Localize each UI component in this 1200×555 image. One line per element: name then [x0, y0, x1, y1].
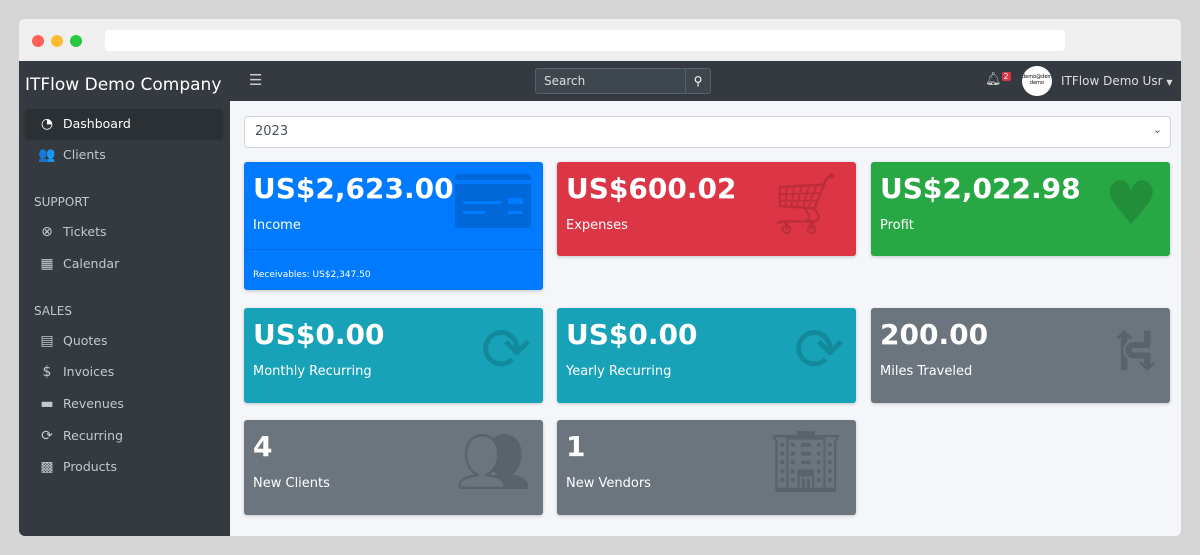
caret-down-icon: ▼	[1166, 78, 1173, 87]
new-vendors-card[interactable]: 1 New Vendors 🏢︎	[557, 420, 856, 515]
top-navbar: ☰ Search ⚲ 🔔︎2 demo@demo demo ITFlow Dem…	[230, 61, 1181, 101]
invoice-icon: $	[42, 363, 52, 380]
credit-card-icon	[455, 174, 531, 238]
sync-icon: ⟳	[793, 315, 844, 385]
card-label: Income	[253, 218, 301, 233]
chevron-down-icon: ⌄	[1152, 123, 1162, 136]
sidebar-item-revenues[interactable]: ▬ Revenues	[25, 389, 223, 418]
year-select[interactable]: 2023 ⌄	[244, 116, 1171, 148]
sidebar-item-label: Calendar	[63, 256, 120, 271]
sidebar-item-label: Revenues	[63, 396, 124, 411]
card-label: Monthly Recurring	[253, 364, 372, 379]
close-window-button[interactable]	[32, 35, 44, 47]
sidebar-item-calendar[interactable]: ▦ Calendar	[25, 249, 223, 278]
box-icon: ▩	[40, 458, 54, 475]
minimize-window-button[interactable]	[51, 35, 63, 47]
sidebar-item-products[interactable]: ▩ Products	[25, 452, 223, 481]
search-icon: ⚲	[693, 74, 703, 88]
sidebar-item-label: Quotes	[63, 333, 108, 348]
receivables-footer: Receivables: US$2,347.50	[244, 249, 543, 290]
avatar[interactable]: demo@demo demo	[1022, 66, 1052, 96]
sidebar-item-label: Recurring	[63, 428, 123, 443]
search-input[interactable]: Search	[535, 68, 711, 94]
hamburger-menu-icon[interactable]: ☰	[249, 71, 263, 89]
sidebar-item-label: Tickets	[63, 224, 107, 239]
monthly-recurring-card[interactable]: US$0.00 Monthly Recurring ⟳	[244, 308, 543, 403]
tachometer-icon: ◔	[40, 115, 54, 132]
bell-icon: 🔔︎	[985, 72, 1002, 87]
users-icon: 👥	[38, 146, 56, 163]
user-name: ITFlow Demo Usr	[1061, 74, 1163, 88]
sidebar-item-label: Invoices	[63, 364, 115, 379]
calendar-icon: ▦	[40, 255, 54, 272]
section-header-support: SUPPORT	[34, 195, 90, 209]
sidebar-item-dashboard[interactable]: ◔ Dashboard	[25, 109, 223, 138]
profit-card[interactable]: US$2,022.98 Profit ♥	[871, 162, 1170, 256]
heart-icon: ♥	[1104, 169, 1158, 239]
sidebar: ITFlow Demo Company ◔ Dashboard 👥 Clients …	[19, 61, 230, 536]
card-value: 1	[566, 430, 586, 463]
card-value: US$2,022.98	[880, 172, 1081, 205]
card-value: 200.00	[880, 318, 989, 351]
card-label: Miles Traveled	[880, 364, 973, 379]
file-icon: ▤	[40, 332, 54, 349]
search-button[interactable]: ⚲	[685, 68, 711, 94]
year-select-value: 2023	[255, 124, 289, 139]
address-bar[interactable]	[105, 30, 1065, 51]
notification-badge: 2	[1001, 72, 1011, 81]
sidebar-item-label: Clients	[63, 147, 106, 162]
sidebar-item-quotes[interactable]: ▤ Quotes	[25, 326, 223, 355]
users-icon: 👥︎	[454, 427, 531, 497]
browser-chrome	[19, 19, 1181, 61]
life-ring-icon: ⊗	[41, 223, 53, 240]
sidebar-item-label: Products	[63, 459, 117, 474]
maximize-window-button[interactable]	[70, 35, 82, 47]
yearly-recurring-card[interactable]: US$0.00 Yearly Recurring ⟳	[557, 308, 856, 403]
card-label: New Clients	[253, 476, 330, 491]
card-value: US$600.02	[566, 172, 737, 205]
sync-icon: ⟳	[41, 427, 53, 444]
sidebar-item-clients[interactable]: 👥 Clients	[25, 140, 223, 169]
sync-icon: ⟳	[480, 315, 531, 385]
miles-traveled-card[interactable]: 200.00 Miles Traveled ⛕	[871, 308, 1170, 403]
brand-link[interactable]: ITFlow Demo Company	[25, 75, 222, 95]
shopping-cart-icon: 🛒︎	[767, 169, 844, 239]
card-label: Yearly Recurring	[566, 364, 672, 379]
route-icon: ⛕	[1113, 315, 1158, 385]
income-card[interactable]: US$2,623.00 Income Receivables: US$2,347…	[244, 162, 543, 290]
credit-card-icon: ▬	[40, 395, 54, 412]
new-clients-card[interactable]: 4 New Clients 👥︎	[244, 420, 543, 515]
section-header-sales: SALES	[34, 304, 72, 318]
card-value: US$0.00	[253, 318, 385, 351]
user-menu[interactable]: ITFlow Demo Usr ▼	[1061, 74, 1173, 88]
card-label: Profit	[880, 218, 914, 233]
sidebar-item-label: Dashboard	[63, 116, 131, 131]
card-value: 4	[253, 430, 273, 463]
browser-window: ITFlow Demo Company ◔ Dashboard 👥 Clients …	[19, 19, 1181, 536]
card-value: US$0.00	[566, 318, 698, 351]
card-label: New Vendors	[566, 476, 651, 491]
expenses-card[interactable]: US$600.02 Expenses 🛒︎	[557, 162, 856, 256]
building-icon: 🏢︎	[767, 427, 844, 497]
sidebar-item-recurring[interactable]: ⟳ Recurring	[25, 421, 223, 450]
notifications-button[interactable]: 🔔︎ 2	[985, 72, 1011, 87]
card-label: Expenses	[566, 218, 628, 233]
card-value: US$2,623.00	[253, 172, 454, 205]
sidebar-item-invoices[interactable]: $ Invoices	[25, 357, 223, 386]
sidebar-item-tickets[interactable]: ⊗ Tickets	[25, 217, 223, 246]
